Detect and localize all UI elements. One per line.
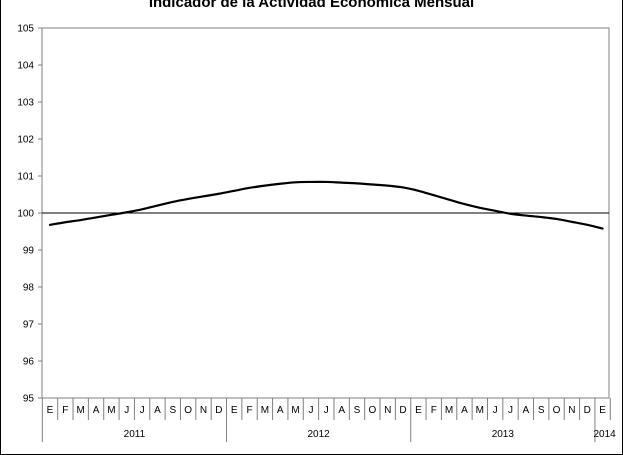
y-tick-label: 95 <box>23 394 35 405</box>
y-tick-label: 103 <box>17 98 34 109</box>
x-month-label: E <box>599 405 606 416</box>
x-month-label: A <box>461 405 468 416</box>
chart-title: Indicador de la Actividad Económica Mens… <box>148 0 475 11</box>
x-month-label: D <box>399 405 406 416</box>
x-month-label: N <box>384 405 391 416</box>
x-month-label: N <box>568 405 575 416</box>
x-year-label: 2012 <box>308 429 331 440</box>
x-month-label: S <box>169 405 176 416</box>
x-month-label: J <box>508 405 513 416</box>
x-month-label: A <box>523 405 530 416</box>
y-tick-label: 102 <box>17 135 34 146</box>
x-axis: E F M A M J J A S O N D E F M A M J J A S O N D E F M A M J J A S O N D E201… <box>41 398 616 442</box>
y-tick-label: 96 <box>23 357 35 368</box>
x-month-label: A <box>93 405 100 416</box>
x-month-label: M <box>445 405 453 416</box>
x-month-label: D <box>584 405 591 416</box>
x-month-label: J <box>308 405 313 416</box>
x-month-label: J <box>140 405 145 416</box>
x-month-label: M <box>261 405 269 416</box>
x-month-label: M <box>77 405 85 416</box>
y-axis: 95 96 97 98 99 100 101 102 103 104 105 <box>17 24 42 405</box>
x-month-label: A <box>277 405 284 416</box>
x-month-label: F <box>62 405 68 416</box>
x-month-label: O <box>184 405 192 416</box>
x-month-label: O <box>368 405 376 416</box>
y-tick-label: 105 <box>17 24 34 35</box>
y-tick-label: 104 <box>17 61 34 72</box>
x-month-label: J <box>124 405 129 416</box>
x-month-label: E <box>47 405 54 416</box>
x-month-label: M <box>291 405 299 416</box>
x-month-label: N <box>200 405 207 416</box>
x-month-label: E <box>415 405 422 416</box>
x-month-label: F <box>246 405 252 416</box>
x-month-label: J <box>324 405 329 416</box>
x-month-label: S <box>538 405 545 416</box>
x-year-label: 2013 <box>492 429 515 440</box>
y-tick-label: 101 <box>17 172 34 183</box>
x-month-label: A <box>338 405 345 416</box>
x-month-label: J <box>493 405 498 416</box>
x-month-label: S <box>354 405 361 416</box>
series-line <box>48 180 604 230</box>
x-month-label: D <box>215 405 222 416</box>
x-month-label: F <box>431 405 437 416</box>
x-month-label: M <box>476 405 484 416</box>
y-tick-label: 97 <box>23 320 35 331</box>
x-month-label: E <box>231 405 238 416</box>
y-tick-label: 99 <box>23 246 35 257</box>
y-tick-label: 100 <box>17 209 34 220</box>
x-year-label: 2014 <box>593 429 616 440</box>
x-month-label: A <box>154 405 161 416</box>
y-tick-label: 98 <box>23 283 35 294</box>
x-month-label: O <box>553 405 561 416</box>
x-month-label: M <box>107 405 115 416</box>
x-year-label: 2011 <box>124 429 146 440</box>
